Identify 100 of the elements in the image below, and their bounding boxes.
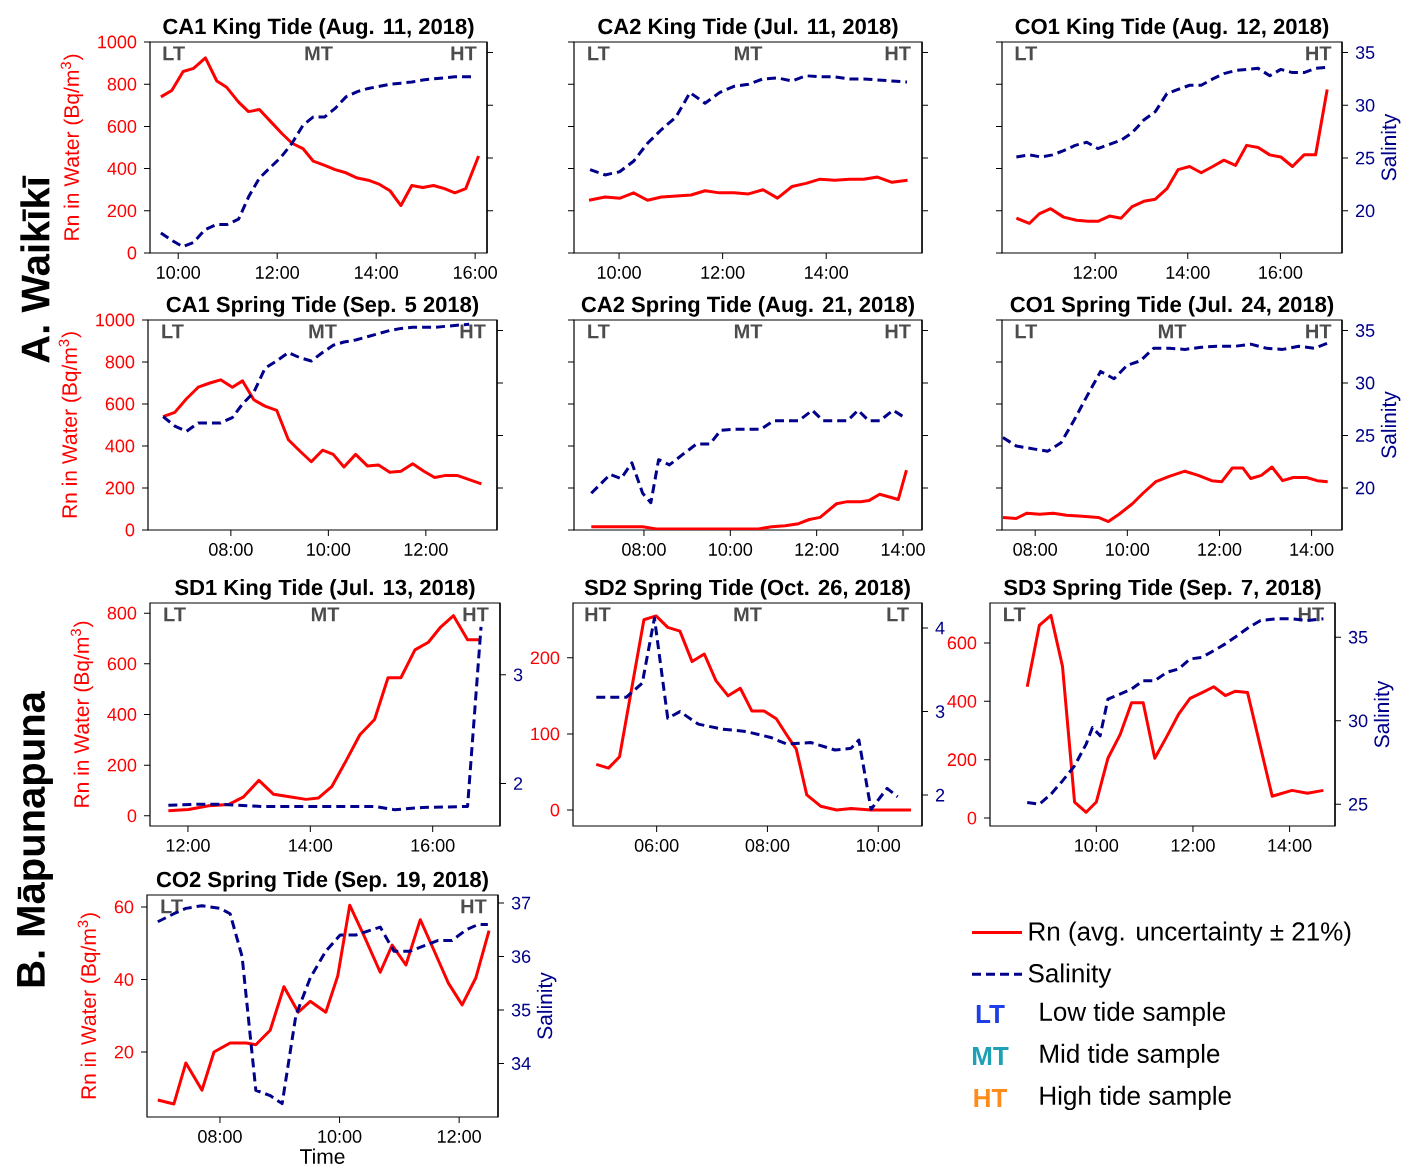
text: High tide sample: [1040, 1085, 1231, 1111]
y2-tick-label: 2: [935, 788, 945, 802]
x-tick-label: 08:00: [745, 839, 790, 852]
y2-tick-label: 35: [1348, 630, 1368, 644]
chart-title: CO1 King Tide (Aug. 12, 2018): [1015, 18, 1329, 39]
y-tick-label: 20: [114, 1045, 134, 1059]
x-tick-label: 14:00: [881, 543, 925, 556]
y-tick-label: 400: [107, 162, 137, 175]
y2-tick-label: 4: [935, 621, 945, 635]
annotation: MT: [309, 324, 337, 339]
x-tick-label: 10:00: [597, 266, 641, 279]
x-tick-label: 12:00: [256, 266, 300, 279]
y-axis-title: Rn in Water (Bq/m$^{3}$): [60, 54, 84, 240]
y2-tick-label: 35: [1355, 324, 1375, 337]
y-tick-label: 600: [107, 120, 137, 133]
y-tick-label: 800: [105, 355, 135, 369]
line-series: [1002, 341, 1330, 453]
x-tick-label: 10:00: [1075, 839, 1119, 852]
x-tick-label: 12:00: [404, 543, 448, 556]
legend-label: Rn (avg. uncertainty ± 21%): [1029, 921, 1351, 946]
y-tick-label: 40: [114, 973, 134, 986]
text: B. Māpunapuna: [17, 690, 53, 987]
x-axis-title: Time: [300, 1148, 345, 1164]
annotation: LT: [588, 324, 610, 339]
annotation: MT: [734, 46, 763, 61]
y-axis-title: Rn in Water (Bq/m$^{3}$): [77, 913, 101, 1099]
x-tick-label: 12:00: [1073, 266, 1117, 279]
x-tick-label: 12:00: [166, 839, 210, 852]
y2-tick-label: 34: [511, 1057, 531, 1070]
y2-axis-title: Salinity: [1380, 391, 1401, 458]
x-tick-label: 10:00: [709, 543, 753, 556]
x-tick-label: 10:00: [307, 543, 351, 556]
y-tick-label: 600: [105, 397, 135, 411]
annotation: LT: [1015, 46, 1038, 61]
x-tick-label: 08:00: [1013, 543, 1057, 556]
x-tick-label: 12:00: [1198, 543, 1242, 556]
y-tick-label: 800: [107, 77, 137, 91]
text: A. Waikīkī: [20, 175, 50, 363]
x-tick-label: 14:00: [355, 266, 398, 279]
y2-tick-label: 35: [511, 1003, 531, 1017]
x-tick-label: 10:00: [1106, 543, 1150, 556]
y2-tick-label: 30: [1355, 98, 1375, 112]
x-tick-label: 08:00: [209, 543, 253, 556]
text: Low tide sample: [1040, 1001, 1226, 1027]
y-tick-label: 400: [105, 439, 135, 453]
y-tick-label: 400: [107, 708, 137, 721]
legend-label: Salinity: [1028, 963, 1112, 988]
x-tick-label: 08:00: [198, 1130, 242, 1143]
annotation: HT: [885, 324, 911, 339]
annotation: LT: [588, 46, 610, 61]
x-tick-label: 16:00: [454, 266, 497, 279]
chart-title: SD2 Spring Tide (Oct. 26, 2018): [584, 579, 910, 600]
chart-title: CA1 Spring Tide (Sep. 5 2018): [166, 296, 479, 317]
y-tick-label: 200: [107, 758, 137, 772]
y-tick-label: 200: [947, 753, 977, 767]
y-tick-label: 200: [105, 481, 135, 495]
category-label: MT: [972, 1047, 1009, 1065]
y-axis-title: Rn in Water (Bq/m$^{3}$): [70, 621, 94, 807]
annotation: LT: [887, 607, 909, 622]
y-tick-label: 0: [967, 811, 977, 825]
y2-tick-label: 30: [1348, 714, 1368, 728]
annotation: LT: [162, 324, 184, 339]
category-label: LT: [976, 1005, 1005, 1023]
x-tick-label: 12:00: [795, 543, 839, 556]
y2-tick-label: 3: [513, 668, 523, 682]
y2-tick-label: 35: [1355, 46, 1375, 59]
x-tick-label: 12:00: [701, 266, 745, 279]
annotation: LT: [1004, 607, 1026, 622]
y-tick-label: 60: [114, 900, 134, 914]
x-tick-label: 14:00: [1166, 266, 1210, 279]
x-tick-label: 16:00: [411, 839, 455, 852]
y2-tick-label: 30: [1355, 376, 1375, 390]
x-tick-label: 08:00: [622, 543, 666, 556]
y2-tick-label: 37: [511, 896, 531, 910]
y-tick-label: 600: [107, 657, 137, 671]
chart-title: SD3 Spring Tide (Sep. 7, 2018): [1003, 579, 1321, 600]
x-tick-label: 10:00: [857, 839, 901, 852]
chart-title: CO1 Spring Tide (Jul. 24, 2018): [1010, 296, 1334, 317]
y-tick-label: 0: [127, 809, 137, 823]
annotation: HT: [461, 899, 487, 914]
text: Mid tide sample: [1040, 1043, 1220, 1069]
chart-title: CA2 King Tide (Jul. 11, 2018): [598, 18, 898, 39]
annotation: HT: [1306, 46, 1332, 61]
annotation: MT: [311, 607, 340, 622]
annotation: LT: [163, 46, 185, 61]
y-tick-label: 100: [531, 727, 560, 741]
annotation: HT: [585, 607, 611, 622]
y2-axis-title: Salinity: [1380, 113, 1401, 181]
x-tick-label: 14:00: [289, 839, 333, 852]
y-tick-label: 0: [550, 803, 560, 817]
y2-tick-label: 3: [935, 705, 945, 718]
annotation: HT: [1306, 324, 1332, 339]
y2-axis-title: Salinity: [536, 972, 557, 1039]
annotation: HT: [885, 46, 911, 61]
y-tick-label: 400: [947, 694, 977, 708]
y2-tick-label: 25: [1355, 429, 1375, 442]
y-tick-label: 600: [947, 636, 977, 650]
x-tick-label: 06:00: [634, 839, 679, 852]
y2-tick-label: 20: [1356, 204, 1375, 218]
x-tick-label: 14:00: [1290, 543, 1334, 556]
